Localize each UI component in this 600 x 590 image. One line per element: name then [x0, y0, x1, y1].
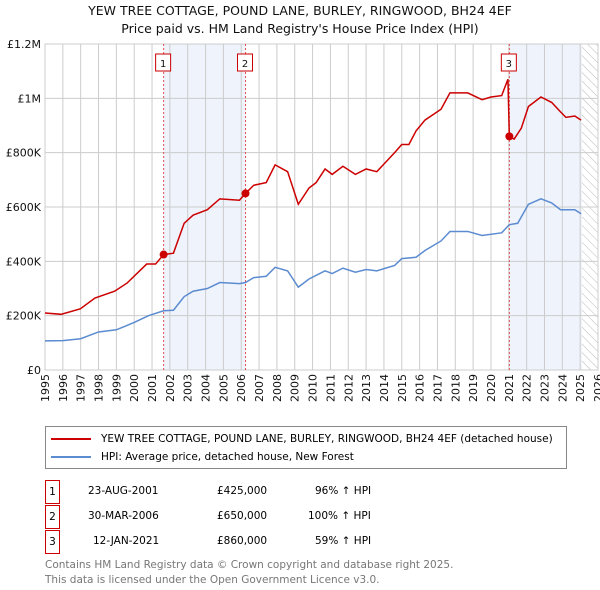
sale-hpi: 100% ↑ HPI — [308, 510, 371, 522]
plot-frame — [44, 43, 599, 371]
sale-marker-label: 2 — [242, 59, 248, 70]
y-tick-label: £1.2M — [7, 38, 41, 51]
sale-marker-box — [500, 53, 517, 72]
x-tick-label: 2007 — [253, 374, 266, 402]
sale-marker-box — [155, 53, 172, 72]
x-tick-label: 2013 — [360, 374, 373, 402]
sale-point — [159, 250, 168, 259]
footer-line2: This data is licensed under the Open Gov… — [45, 574, 380, 586]
x-tick-label: 2008 — [271, 374, 284, 402]
x-tick-label: 2009 — [289, 374, 302, 402]
x-tick-label: 2011 — [324, 374, 337, 402]
sale-hpi: 96% ↑ HPI — [315, 485, 372, 497]
sale-number: 1 — [45, 480, 60, 504]
chart-subtitle: Price paid vs. HM Land Registry's House … — [121, 21, 479, 36]
x-tick-label: 1998 — [93, 374, 106, 402]
sale-point — [241, 189, 250, 198]
sale-marker-label: 1 — [160, 59, 166, 70]
x-tick-label: 2014 — [378, 374, 391, 402]
sale-price: £650,000 — [217, 510, 268, 522]
sale-number: 2 — [45, 505, 60, 529]
y-tick-label: £400K — [6, 255, 42, 268]
legend-blue-label: HPI: Average price, detached house, New … — [101, 451, 354, 463]
sale-price: £860,000 — [217, 535, 268, 547]
y-tick-label: £0 — [27, 364, 41, 377]
x-tick-label: 1999 — [110, 374, 123, 402]
x-tick-label: 2001 — [146, 374, 159, 402]
x-tick-label: 2019 — [467, 374, 480, 402]
line-chart: 1995 1996 1997 1998 1999 2000 2001 2002 2003 2004… — [6, 38, 600, 402]
x-tick-label: 2026 — [592, 374, 600, 402]
x-tick-label: 2000 — [128, 374, 141, 402]
sale-date: 30-MAR-2006 — [88, 510, 159, 522]
x-tick-label: 2025 — [574, 374, 587, 402]
legend-red-line — [51, 438, 91, 440]
x-tick-label: 1995 — [39, 374, 52, 402]
sale-marker-box — [237, 53, 254, 72]
x-tick-label: 2006 — [235, 374, 248, 402]
sale-date: 12-JAN-2021 — [93, 535, 160, 547]
footer-line1: Contains HM Land Registry data © Crown c… — [45, 559, 454, 571]
sale-hpi: 59% ↑ HPI — [315, 535, 372, 547]
x-tick-label: 2022 — [521, 374, 534, 402]
legend-red-label: YEW TREE COTTAGE, POUND LANE, BURLEY, RI… — [101, 433, 553, 445]
legend-blue-line — [51, 456, 91, 458]
y-tick-label: £200K — [6, 310, 42, 323]
x-tick-label: 2020 — [485, 374, 498, 402]
x-tick-label: 1996 — [57, 374, 70, 402]
x-tick-label: 2023 — [538, 374, 551, 402]
y-tick-label: £800K — [6, 147, 42, 160]
sale-point — [505, 132, 514, 141]
x-tick-label: 2012 — [342, 374, 355, 402]
x-tick-label: 2010 — [307, 374, 320, 402]
sale-marker-label: 3 — [506, 59, 512, 70]
x-tick-label: 2002 — [164, 374, 177, 402]
x-tick-label: 2024 — [556, 374, 569, 402]
x-tick-label: 1997 — [75, 374, 88, 402]
sale-date: 23-AUG-2001 — [88, 485, 159, 497]
y-tick-label: £600K — [6, 201, 42, 214]
x-tick-label: 2015 — [396, 374, 409, 402]
x-tick-label: 2017 — [431, 374, 444, 402]
x-tick-label: 2005 — [217, 374, 230, 402]
x-tick-label: 2021 — [503, 374, 516, 402]
sale-number: 3 — [45, 530, 60, 554]
x-tick-label: 2016 — [414, 374, 427, 402]
x-tick-label: 2004 — [200, 374, 213, 402]
y-tick-label: £1M — [18, 92, 42, 105]
chart-title: YEW TREE COTTAGE, POUND LANE, BURLEY, RI… — [88, 3, 512, 18]
legend: YEW TREE COTTAGE, POUND LANE, BURLEY, RI… — [45, 426, 567, 469]
hpi-series-line — [44, 198, 582, 342]
x-tick-label: 2003 — [182, 374, 195, 402]
x-tick-label: 2018 — [449, 374, 462, 402]
sale-price: £425,000 — [217, 485, 268, 497]
